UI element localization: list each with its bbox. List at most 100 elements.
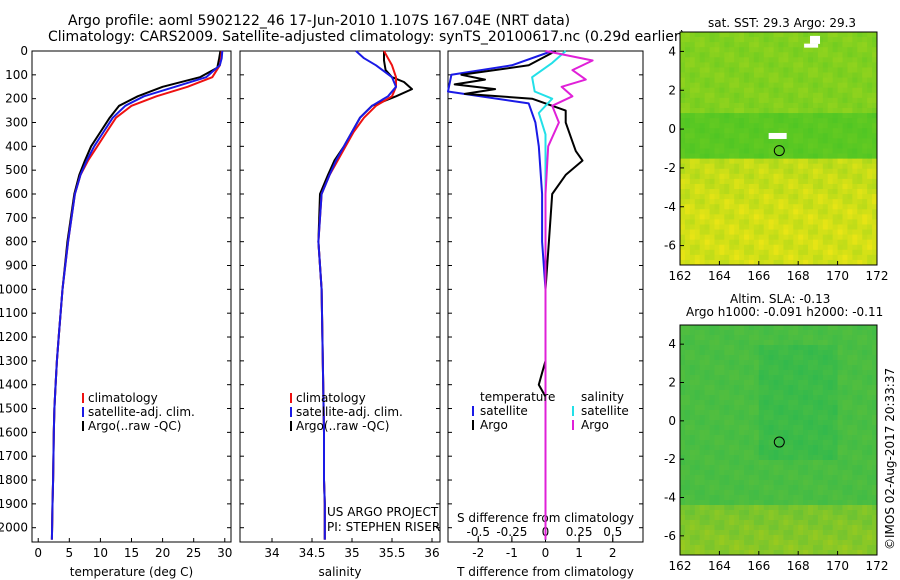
xtick-label-difference: 1 xyxy=(575,546,583,560)
xlabel-salinity: salinity xyxy=(318,565,361,579)
profile-marker-sst_map xyxy=(773,145,785,157)
profile-marker-sla_map xyxy=(773,436,785,448)
map-xtick-label-sst_map: 162 xyxy=(669,269,692,283)
imos-timestamp: ©IMOS 02-Aug-2017 20:33:37 xyxy=(883,367,897,550)
map-ytick-label-sla_map: 2 xyxy=(668,376,676,390)
xtick-label-temperature: 20 xyxy=(155,546,170,560)
map-xtick-label-sla_map: 162 xyxy=(669,559,692,573)
series-salinity-0 xyxy=(317,51,413,540)
depth-tick-label: 1200 xyxy=(0,330,28,344)
xtick-label-temperature: 0 xyxy=(34,546,42,560)
map-ytick-label-sst_map: 0 xyxy=(668,122,676,136)
depth-tick-label: 1400 xyxy=(0,378,28,392)
sst-map-title: sat. SST: 29.3 Argo: 29.3 xyxy=(708,16,857,30)
sst-missing-patch xyxy=(768,132,787,139)
xlabel-temperature: temperature (deg C) xyxy=(70,565,193,579)
depth-tick-label: 1900 xyxy=(0,497,28,511)
sst-missing-patch xyxy=(804,43,819,48)
depth-tick-label: 200 xyxy=(5,92,28,106)
map-xtick-label-sla_map: 166 xyxy=(747,559,770,573)
map-ytick-label-sla_map: 4 xyxy=(668,337,676,351)
legend-label-s: Argo xyxy=(581,418,609,432)
xtick-label-difference: 0 xyxy=(542,546,550,560)
sla-map-title: Altim. SLA: -0.13 xyxy=(730,292,831,306)
depth-tick-label: 900 xyxy=(5,259,28,273)
series-difference-3 xyxy=(544,50,594,540)
xtick-label-temperature: 5 xyxy=(65,546,73,560)
xtick-label-salinity: 35.5 xyxy=(379,546,406,560)
credit-pi: PI: STEPHEN RISER xyxy=(327,520,441,534)
xlabel-difference: T difference from climatology xyxy=(456,565,634,579)
map-frame-sst_map xyxy=(679,31,878,266)
xtick-label-temperature: 15 xyxy=(124,546,139,560)
map-xtick-label-sla_map: 170 xyxy=(826,559,849,573)
xtick-label-difference: -2 xyxy=(472,546,484,560)
xtick-label-temperature: 25 xyxy=(186,546,201,560)
xtick-label-salinity: 36 xyxy=(424,546,439,560)
depth-tick-label: 1000 xyxy=(0,282,28,296)
legend-label-temperature: climatology xyxy=(88,391,158,405)
map-ytick-label-sst_map: 4 xyxy=(668,44,676,58)
map-ytick-label-sla_map: -2 xyxy=(664,452,676,466)
heatmap-cells-sst_map xyxy=(680,32,878,266)
depth-tick-label: 700 xyxy=(5,211,28,225)
xtick-label-difference: 2 xyxy=(609,546,617,560)
map-xtick-label-sst_map: 166 xyxy=(747,269,770,283)
depth-tick-label: 400 xyxy=(5,139,28,153)
chart-title-line2: Climatology: CARS2009. Satellite-adjuste… xyxy=(48,29,686,45)
s-tick-label: -0.5 xyxy=(467,525,490,539)
xtick-label-salinity: 34.5 xyxy=(299,546,326,560)
map-frame-sla_map xyxy=(679,324,878,556)
depth-tick-label: 2000 xyxy=(0,521,28,535)
heatmap-cells-sla_map xyxy=(680,325,878,556)
map-ytick-label-sst_map: -4 xyxy=(664,200,676,214)
legend-label-t: Argo xyxy=(480,418,508,432)
map-xtick-label-sla_map: 168 xyxy=(787,559,810,573)
sla-map-subtitle: Argo h1000: -0.091 h2000: -0.11 xyxy=(686,305,884,319)
depth-tick-label: 100 xyxy=(5,68,28,82)
xtick-label-salinity: 35 xyxy=(344,546,359,560)
map-xtick-label-sst_map: 170 xyxy=(826,269,849,283)
series-temperature-0 xyxy=(50,50,222,540)
map-ytick-label-sla_map: 0 xyxy=(668,414,676,428)
depth-tick-label: 300 xyxy=(5,116,28,130)
map-xtick-label-sst_map: 164 xyxy=(708,269,731,283)
legend-heading-s: salinity xyxy=(581,390,624,404)
legend-label-salinity: Argo(..raw -QC) xyxy=(296,419,389,433)
depth-tick-label: 1700 xyxy=(0,449,28,463)
map-ytick-label-sla_map: -4 xyxy=(664,491,676,505)
map-xtick-label-sla_map: 164 xyxy=(708,559,731,573)
xtick-label-difference: -1 xyxy=(506,546,518,560)
map-ytick-label-sla_map: -6 xyxy=(664,529,676,543)
depth-tick-label: 1300 xyxy=(0,354,28,368)
map-xtick-label-sla_map: 172 xyxy=(866,559,889,573)
legend-label-salinity: satellite-adj. clim. xyxy=(296,405,403,419)
credit-project: US ARGO PROJECT xyxy=(327,505,439,519)
xtick-label-temperature: 10 xyxy=(93,546,108,560)
depth-tick-label: 1500 xyxy=(0,402,28,416)
map-xtick-label-sst_map: 172 xyxy=(866,269,889,283)
legend-heading-t: temperature xyxy=(480,390,555,404)
depth-tick-label: 0 xyxy=(20,44,28,58)
s-tick-label: 0.25 xyxy=(566,525,593,539)
depth-tick-label: 1800 xyxy=(0,473,28,487)
series-difference-0 xyxy=(447,50,553,540)
xtick-label-temperature: 30 xyxy=(217,546,232,560)
xtick-label-salinity: 34 xyxy=(264,546,279,560)
legend-label-salinity: climatology xyxy=(296,391,366,405)
map-ytick-label-sst_map: -2 xyxy=(664,161,676,175)
s-tick-label: 0.5 xyxy=(603,525,622,539)
series-difference-1 xyxy=(453,50,584,540)
map-xtick-label-sst_map: 168 xyxy=(787,269,810,283)
s-tick-label: -0.25 xyxy=(496,525,527,539)
series-temperature-2 xyxy=(50,50,224,540)
legend-label-t: satellite xyxy=(480,404,528,418)
chart-title-line1: Argo profile: aoml 5902122_46 17-Jun-201… xyxy=(68,13,571,29)
depth-tick-label: 600 xyxy=(5,187,28,201)
legend-label-temperature: satellite-adj. clim. xyxy=(88,405,195,419)
map-ytick-label-sst_map: -6 xyxy=(664,239,676,253)
depth-tick-label: 1600 xyxy=(0,425,28,439)
depth-tick-label: 800 xyxy=(5,235,28,249)
depth-tick-label: 1100 xyxy=(0,306,28,320)
